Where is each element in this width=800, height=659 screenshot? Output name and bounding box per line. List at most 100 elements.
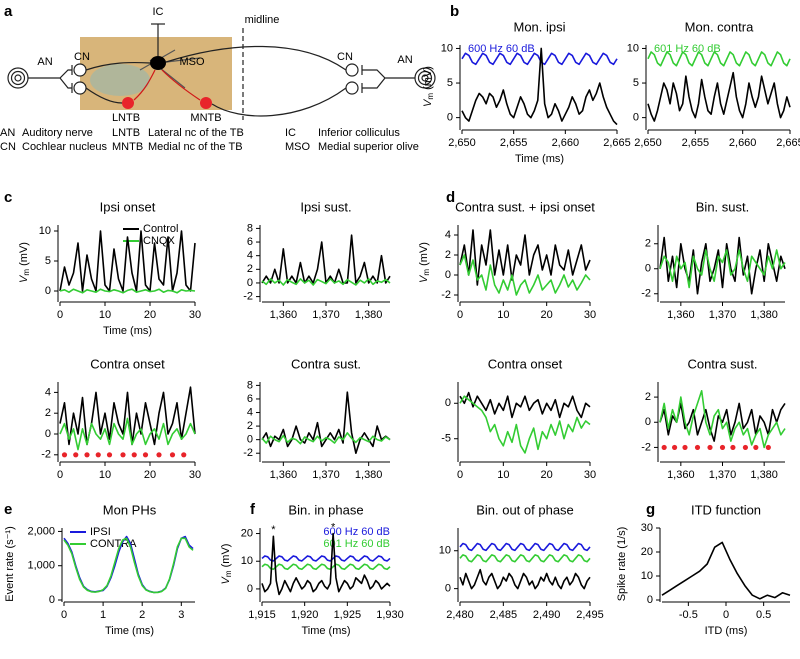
panel-letter: d — [446, 189, 455, 206]
y-tick-label: 10 — [39, 225, 51, 237]
x-tick-label: 0 — [57, 309, 63, 321]
cn-projection — [211, 87, 347, 117]
diagram-label: LNTB — [112, 112, 140, 124]
x-tick-label: 30 — [189, 469, 201, 481]
x-tick-label: 1,370 — [312, 469, 340, 481]
x-tick-label: 2,665 — [603, 137, 631, 149]
diagram-label: MSO — [179, 56, 205, 68]
y-tick-label: 0 — [445, 583, 451, 595]
legend-text: Medial nc of the TB — [148, 141, 243, 153]
trace — [59, 386, 196, 446]
x-axis-label: Time (ms) — [301, 625, 350, 637]
y-tick-label: -2 — [243, 290, 253, 302]
x-tick-label: 0 — [61, 609, 67, 621]
trace — [261, 278, 391, 286]
legend-label: 601 Hz 60 dB — [654, 43, 721, 55]
chart-title: Ipsi sust. — [300, 199, 351, 214]
x-tick-label: 1,930 — [376, 609, 404, 621]
chart-title: Contra onset — [488, 356, 563, 371]
marker-dot — [694, 444, 701, 451]
x-tick-label: 2,480 — [446, 609, 474, 621]
x-tick-label: 20 — [541, 309, 553, 321]
y-axis-label: Spike rate (1/s) — [616, 527, 628, 602]
y-tick-label: 5 — [447, 77, 453, 89]
y-axis-label-part: (mV) — [418, 242, 430, 269]
y-tick-label: -2 — [441, 289, 451, 301]
x-tick-label: 1 — [100, 609, 106, 621]
x-tick-label: 1,915 — [248, 609, 276, 621]
chart-title: Bin. out of phase — [476, 502, 574, 517]
trace — [459, 395, 591, 454]
chart-panel: Contra sust. 1,360 1,370 1,380 -20 2 46 8 — [243, 356, 390, 481]
x-tick-label: 30 — [584, 309, 596, 321]
marker-dot — [84, 452, 90, 458]
trace — [659, 249, 786, 289]
x-tick-label: 2,660 — [729, 137, 757, 149]
y-tick-label: 10 — [441, 42, 453, 54]
legend-label: 600 Hz 60 dB — [468, 43, 535, 55]
trace — [459, 391, 591, 419]
legend-abbr: IC — [285, 127, 296, 139]
x-tick-label: 1,370 — [709, 469, 737, 481]
x-tick-label: 2,660 — [552, 137, 580, 149]
trace — [659, 402, 786, 442]
y-tick-label: 0 — [247, 434, 253, 446]
x-tick-label: 20 — [144, 309, 156, 321]
x-tick-label: 30 — [189, 309, 201, 321]
diagram-label: MNTB — [190, 112, 221, 124]
trace — [647, 71, 791, 122]
x-tick-label: 2,650 — [448, 137, 476, 149]
x-tick-label: 10 — [99, 309, 111, 321]
x-tick-label: 20 — [144, 469, 156, 481]
marker-dot — [73, 452, 79, 458]
mntb-cell — [200, 97, 212, 109]
panel-letter: a — [4, 3, 13, 20]
legend-abbr: CN — [0, 141, 16, 153]
y-tick-label: 5 — [45, 255, 51, 267]
marker-dot — [169, 452, 176, 458]
y-tick-label: 0 — [45, 285, 51, 297]
trace — [261, 532, 391, 596]
y-tick-label: 2,000 — [27, 525, 55, 537]
chart-title: Mon. contra — [685, 19, 754, 34]
x-axis-label: ITD (ms) — [705, 625, 748, 637]
y-axis-label-part: m — [426, 93, 435, 100]
trace — [459, 542, 591, 552]
y-axis-label-part: V — [18, 274, 30, 283]
marker-dot — [106, 452, 113, 458]
y-tick-label: 30 — [641, 522, 653, 534]
y-tick-label: 20 — [641, 546, 653, 558]
x-tick-label: 2,490 — [533, 609, 561, 621]
chart-panel: Mon. contra 2,650 2,655 2,660 2,665 0 5 10 601 H… — [627, 19, 800, 148]
chart-title: Contra sust. — [291, 356, 361, 371]
x-tick-label: 10 — [497, 469, 509, 481]
an-fiber — [362, 69, 415, 89]
y-tick-label: 20 — [241, 527, 253, 539]
trace — [261, 555, 391, 562]
y-tick-label: 0 — [49, 594, 55, 606]
legend-text: Auditory nerve — [22, 127, 93, 139]
x-tick-label: 0 — [57, 469, 63, 481]
chart-title: Bin. sust. — [696, 199, 749, 214]
x-tick-label: 1,370 — [312, 309, 340, 321]
trace — [261, 234, 391, 284]
annotation: * — [271, 524, 276, 536]
x-tick-label: 1,360 — [667, 309, 695, 321]
legend-text: Medial superior olive — [318, 141, 419, 153]
y-tick-label: 4 — [45, 386, 51, 398]
y-axis-label: Vm (mV) — [220, 544, 233, 585]
y-tick-label: 6 — [247, 393, 253, 405]
marker-dot — [142, 452, 149, 458]
marker-dot — [719, 444, 726, 451]
legend-label: CONTRA — [90, 538, 137, 550]
x-tick-label: 1,920 — [291, 609, 319, 621]
y-tick-label: 2 — [247, 420, 253, 432]
chart-title: Bin. in phase — [288, 502, 363, 517]
legend-label: Control — [143, 223, 178, 235]
diagram-label: AN — [37, 56, 52, 68]
x-tick-label: 1,360 — [270, 469, 298, 481]
trace — [659, 236, 786, 295]
chart-panel: Ipsi sust. 1,360 1,370 1,380 -20 24 6 8 — [243, 199, 390, 321]
